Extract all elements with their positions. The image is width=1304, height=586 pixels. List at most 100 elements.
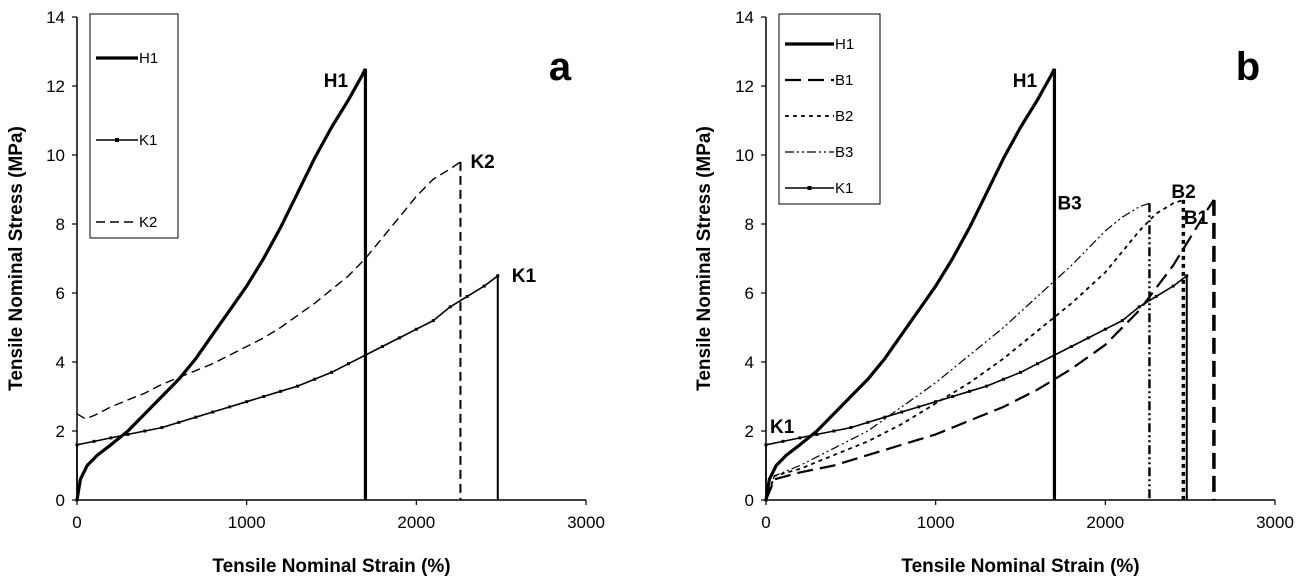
x-axis-title: Tensile Nominal Strain (%) — [901, 556, 1139, 577]
data-point — [465, 294, 469, 298]
data-point — [194, 415, 198, 419]
annotation-h1: H1 — [1013, 71, 1038, 92]
panel-letter: a — [549, 45, 572, 89]
y-tick-label: 14 — [735, 8, 754, 27]
series-line-b1 — [764, 199, 1215, 501]
panel-letter: b — [1236, 45, 1260, 89]
legend-label-h1: H1 — [835, 36, 854, 53]
series-line-b3 — [765, 202, 1150, 501]
legend-label-k2: K2 — [139, 214, 157, 231]
data-point — [1120, 319, 1124, 323]
data-point — [75, 498, 79, 502]
data-point — [883, 415, 887, 419]
y-tick-label: 10 — [46, 146, 65, 165]
data-point — [832, 429, 836, 433]
data-point — [109, 436, 113, 440]
data-point — [380, 344, 384, 348]
legend-label-h1: H1 — [139, 50, 158, 67]
data-point — [330, 370, 333, 374]
series-b3 — [765, 202, 1151, 501]
series-b1 — [764, 199, 1216, 501]
series-line-h1 — [764, 68, 1056, 501]
annotation-k1: K1 — [770, 417, 795, 438]
chart-panel-a: 0 2 4 6 8 10 12 14 0 1000 2000 3000 Tensile Nominal … — [6, 8, 605, 577]
legend-marker — [807, 186, 812, 190]
data-point — [143, 429, 147, 433]
y-tick-label: 8 — [745, 215, 754, 234]
legend-label-b2: B2 — [835, 108, 853, 125]
y-axis-title: Tensile Nominal Stress (MPa) — [6, 126, 27, 391]
data-point — [262, 395, 266, 398]
data-point — [431, 319, 435, 323]
data-point — [934, 400, 938, 404]
data-point — [1086, 336, 1090, 340]
data-point — [1002, 377, 1006, 381]
annotation-b2: B2 — [1171, 182, 1195, 203]
annotation-b1: B1 — [1184, 208, 1209, 229]
data-point — [75, 443, 79, 447]
data-point — [496, 274, 500, 278]
legend: H1 B1 B2 B3 K1 — [778, 13, 881, 205]
series-line-k1 — [76, 275, 499, 500]
annotation-b3: B3 — [1057, 193, 1081, 214]
y-tick-label: 2 — [56, 422, 65, 441]
x-tick-label: 3000 — [1256, 513, 1294, 532]
data-point — [1171, 284, 1175, 288]
data-point — [177, 420, 181, 424]
data-point — [764, 443, 768, 447]
x-tick-label: 3000 — [567, 513, 605, 532]
data-point — [211, 410, 215, 414]
data-point — [866, 420, 870, 424]
data-point — [798, 436, 802, 440]
x-tick-label: 1000 — [917, 513, 955, 532]
y-tick-label: 10 — [735, 146, 754, 165]
data-point — [917, 405, 921, 409]
annotation-h1: H1 — [324, 71, 349, 92]
x-axis-title: Tensile Nominal Strain (%) — [212, 556, 450, 577]
series-line-h1 — [75, 68, 367, 501]
legend-label-b1: B1 — [835, 72, 853, 89]
y-tick-label: 4 — [56, 353, 65, 372]
data-point — [951, 395, 955, 398]
x-tick-label: 2000 — [1086, 513, 1124, 532]
legend-marker — [115, 138, 119, 142]
y-tick-label: 12 — [46, 77, 65, 96]
x-tick-label: 2000 — [397, 513, 435, 532]
data-point — [363, 353, 367, 357]
data-point — [228, 405, 232, 409]
y-tick-label: 0 — [56, 491, 65, 510]
data-point — [1052, 353, 1056, 357]
x-tick-label: 1000 — [228, 513, 266, 532]
x-tick-label: 0 — [761, 513, 770, 532]
data-point — [849, 426, 853, 430]
data-point — [1019, 370, 1022, 374]
data-point — [279, 389, 283, 393]
data-point — [397, 336, 401, 340]
data-point — [313, 377, 317, 381]
legend-label-k1: K1 — [139, 132, 157, 149]
data-point — [346, 362, 350, 366]
data-point — [414, 327, 418, 331]
legend-label-k1: K1 — [835, 180, 853, 197]
legend-box — [89, 13, 179, 239]
legend-label-b3: B3 — [835, 144, 853, 161]
x-tick-label: 0 — [72, 513, 81, 532]
series-line-b2 — [765, 199, 1184, 501]
data-point — [448, 305, 452, 309]
chart-panel-b: 0 2 4 6 8 10 12 14 0 1000 2000 3000 Tensile Nominal … — [694, 8, 1294, 577]
series-b2 — [765, 199, 1186, 501]
data-point — [296, 384, 300, 388]
data-point — [92, 439, 96, 443]
y-axis-title: Tensile Nominal Stress (MPa) — [694, 126, 715, 391]
series-k1 — [75, 274, 500, 502]
data-point — [815, 432, 819, 436]
series-k1 — [764, 274, 1189, 502]
data-point — [245, 400, 249, 404]
series-h1 — [75, 68, 368, 501]
series-k2 — [76, 161, 462, 500]
y-tick-label: 14 — [46, 8, 65, 27]
data-point — [900, 410, 904, 414]
data-point — [1185, 274, 1189, 278]
data-point — [1069, 344, 1073, 348]
